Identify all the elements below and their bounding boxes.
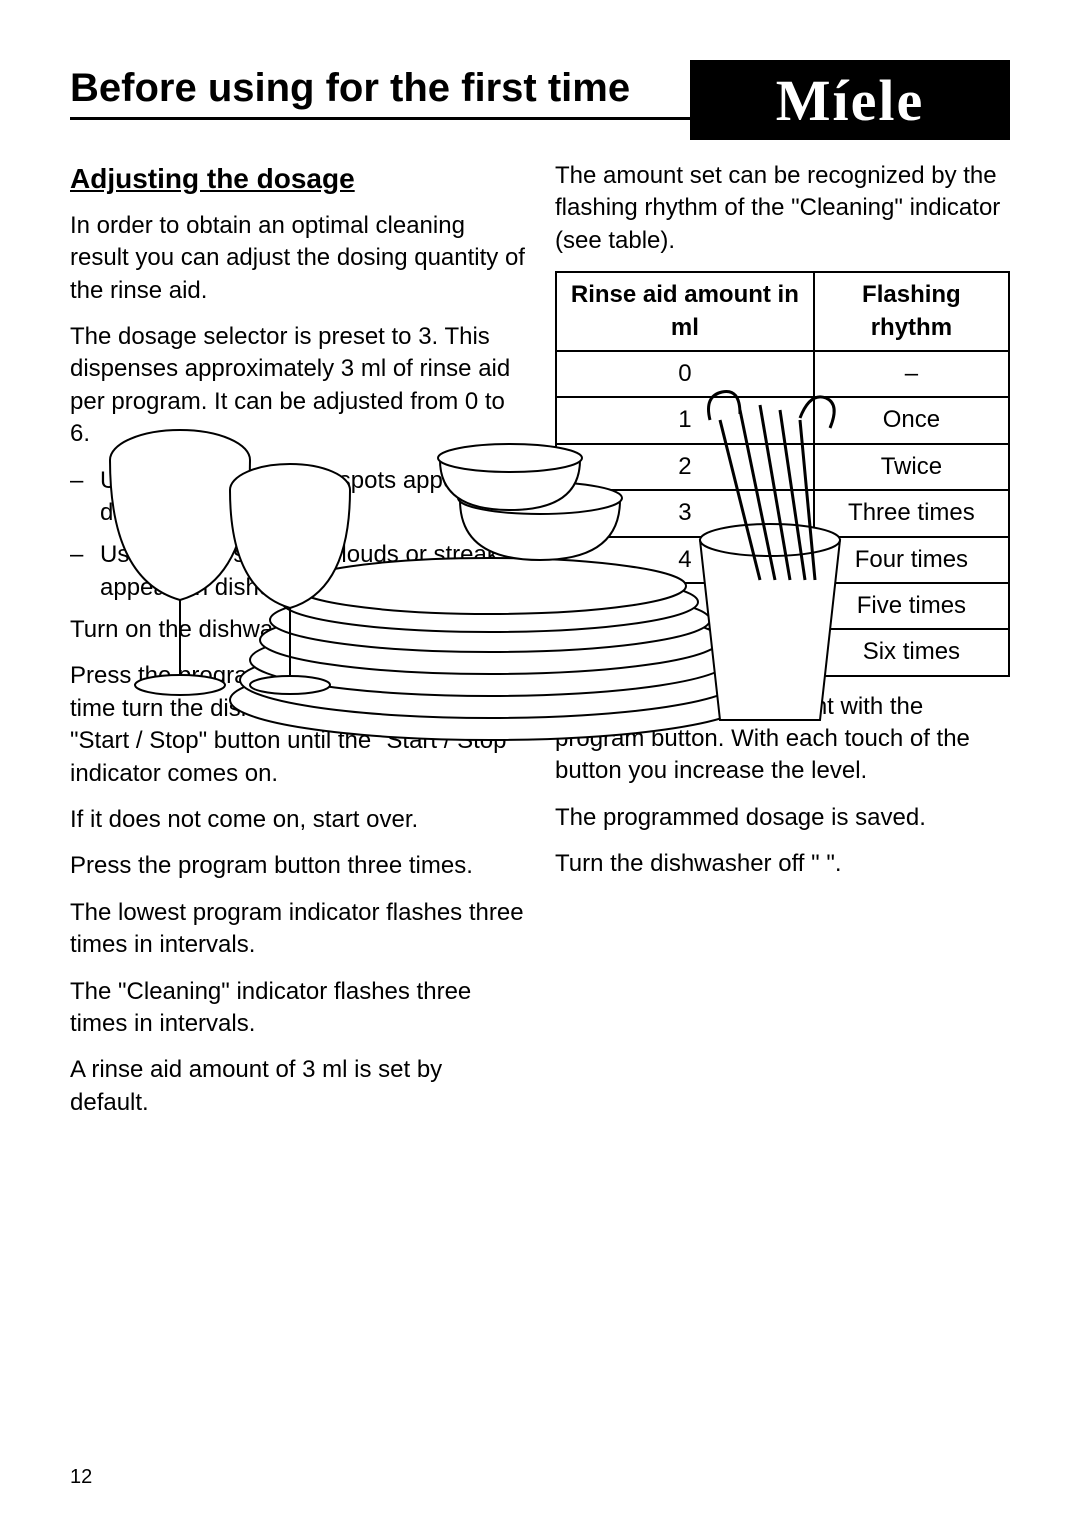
left-para: The "Cleaning" indicator flashes three t… [70,976,525,1041]
table-header-row: Rinse aid amount in ml Flashing rhythm [556,272,1009,351]
left-para: Press the program button three times. [70,850,525,882]
right-para: Turn the dishwasher off " ". [555,848,1010,880]
left-para: The dosage selector is preset to 3. This… [70,321,525,451]
table-row: 1Once [556,397,1009,443]
content-columns: Adjusting the dosage In order to obtain … [70,160,1010,1133]
left-bullet: Use a higher setting if spots appear on … [70,465,525,530]
left-para: The lowest program indicator flashes thr… [70,897,525,962]
table-cell: 4 [556,537,814,583]
table-cell: Once [814,397,1009,443]
table-cell: 6 [556,629,814,675]
table-cell: Three times [814,490,1009,536]
table-header: Flashing rhythm [814,272,1009,351]
title-block: Before using for the first time [70,60,690,120]
right-column: The amount set can be recognized by the … [555,160,1010,1133]
left-para: Press the program button and at the same… [70,660,525,790]
table-row: 5Five times [556,583,1009,629]
left-para: A rinse aid amount of 3 ml is set by def… [70,1054,525,1119]
right-para: The amount set can be recognized by the … [555,160,1010,257]
table-row: 3Three times [556,490,1009,536]
table-cell: Four times [814,537,1009,583]
table-cell: 5 [556,583,814,629]
title-rule [70,117,690,120]
table-row: 4Four times [556,537,1009,583]
table-cell: Six times [814,629,1009,675]
table-header: Rinse aid amount in ml [556,272,814,351]
section-subtitle: Adjusting the dosage [70,160,525,198]
left-para: Turn on the dishwasher. [70,614,525,646]
table-cell: Twice [814,444,1009,490]
right-para: Select the desired amount with the progr… [555,691,1010,788]
table-cell: – [814,351,1009,397]
brand-logo: Míele [690,60,1010,140]
page-number: 12 [70,1466,92,1489]
page-title: Before using for the first time [70,60,690,111]
rinse-aid-table: Rinse aid amount in ml Flashing rhythm 0… [555,271,1010,677]
table-cell: 1 [556,397,814,443]
left-para: In order to obtain an optimal cleaning r… [70,210,525,307]
brand-logo-text: Míele [776,67,924,134]
table-row: 2Twice [556,444,1009,490]
table-row: 0– [556,351,1009,397]
table-cell: 2 [556,444,814,490]
table-cell: 3 [556,490,814,536]
left-bullet: Use a lower setting if clouds or streaks… [70,539,525,604]
manual-page: Before using for the first time Míele Ad… [0,0,1080,1529]
right-para: The programmed dosage is saved. [555,802,1010,834]
left-para: If it does not come on, start over. [70,804,525,836]
header-row: Before using for the first time Míele [70,60,1010,140]
table-row: 6Six times [556,629,1009,675]
table-cell: Five times [814,583,1009,629]
table-cell: 0 [556,351,814,397]
left-column: Adjusting the dosage In order to obtain … [70,160,525,1133]
